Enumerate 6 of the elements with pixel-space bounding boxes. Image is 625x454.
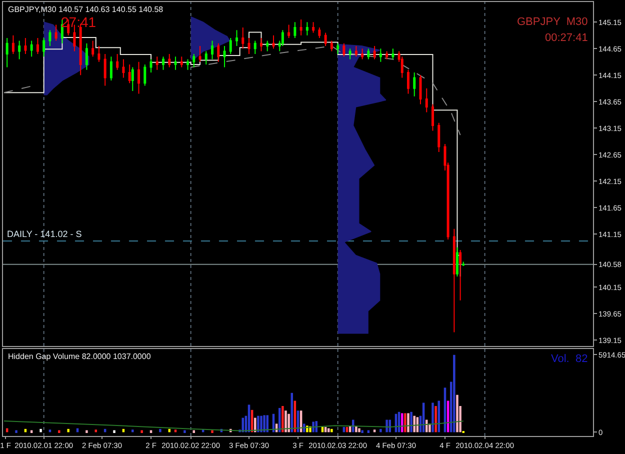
annotation: Vol. 82 bbox=[551, 353, 588, 365]
ref-line-label: DAILY - 141.02 - S bbox=[7, 229, 82, 239]
chart-title: GBPJPY,M30 140.57 140.63 140.55 140.58 bbox=[8, 5, 164, 14]
annotation: 00:27:41 bbox=[545, 32, 588, 44]
chart-title: Hidden Gap Volume 82.0000 1037.0000 bbox=[8, 352, 152, 361]
annotation: GBPJPY M30 bbox=[517, 16, 588, 28]
